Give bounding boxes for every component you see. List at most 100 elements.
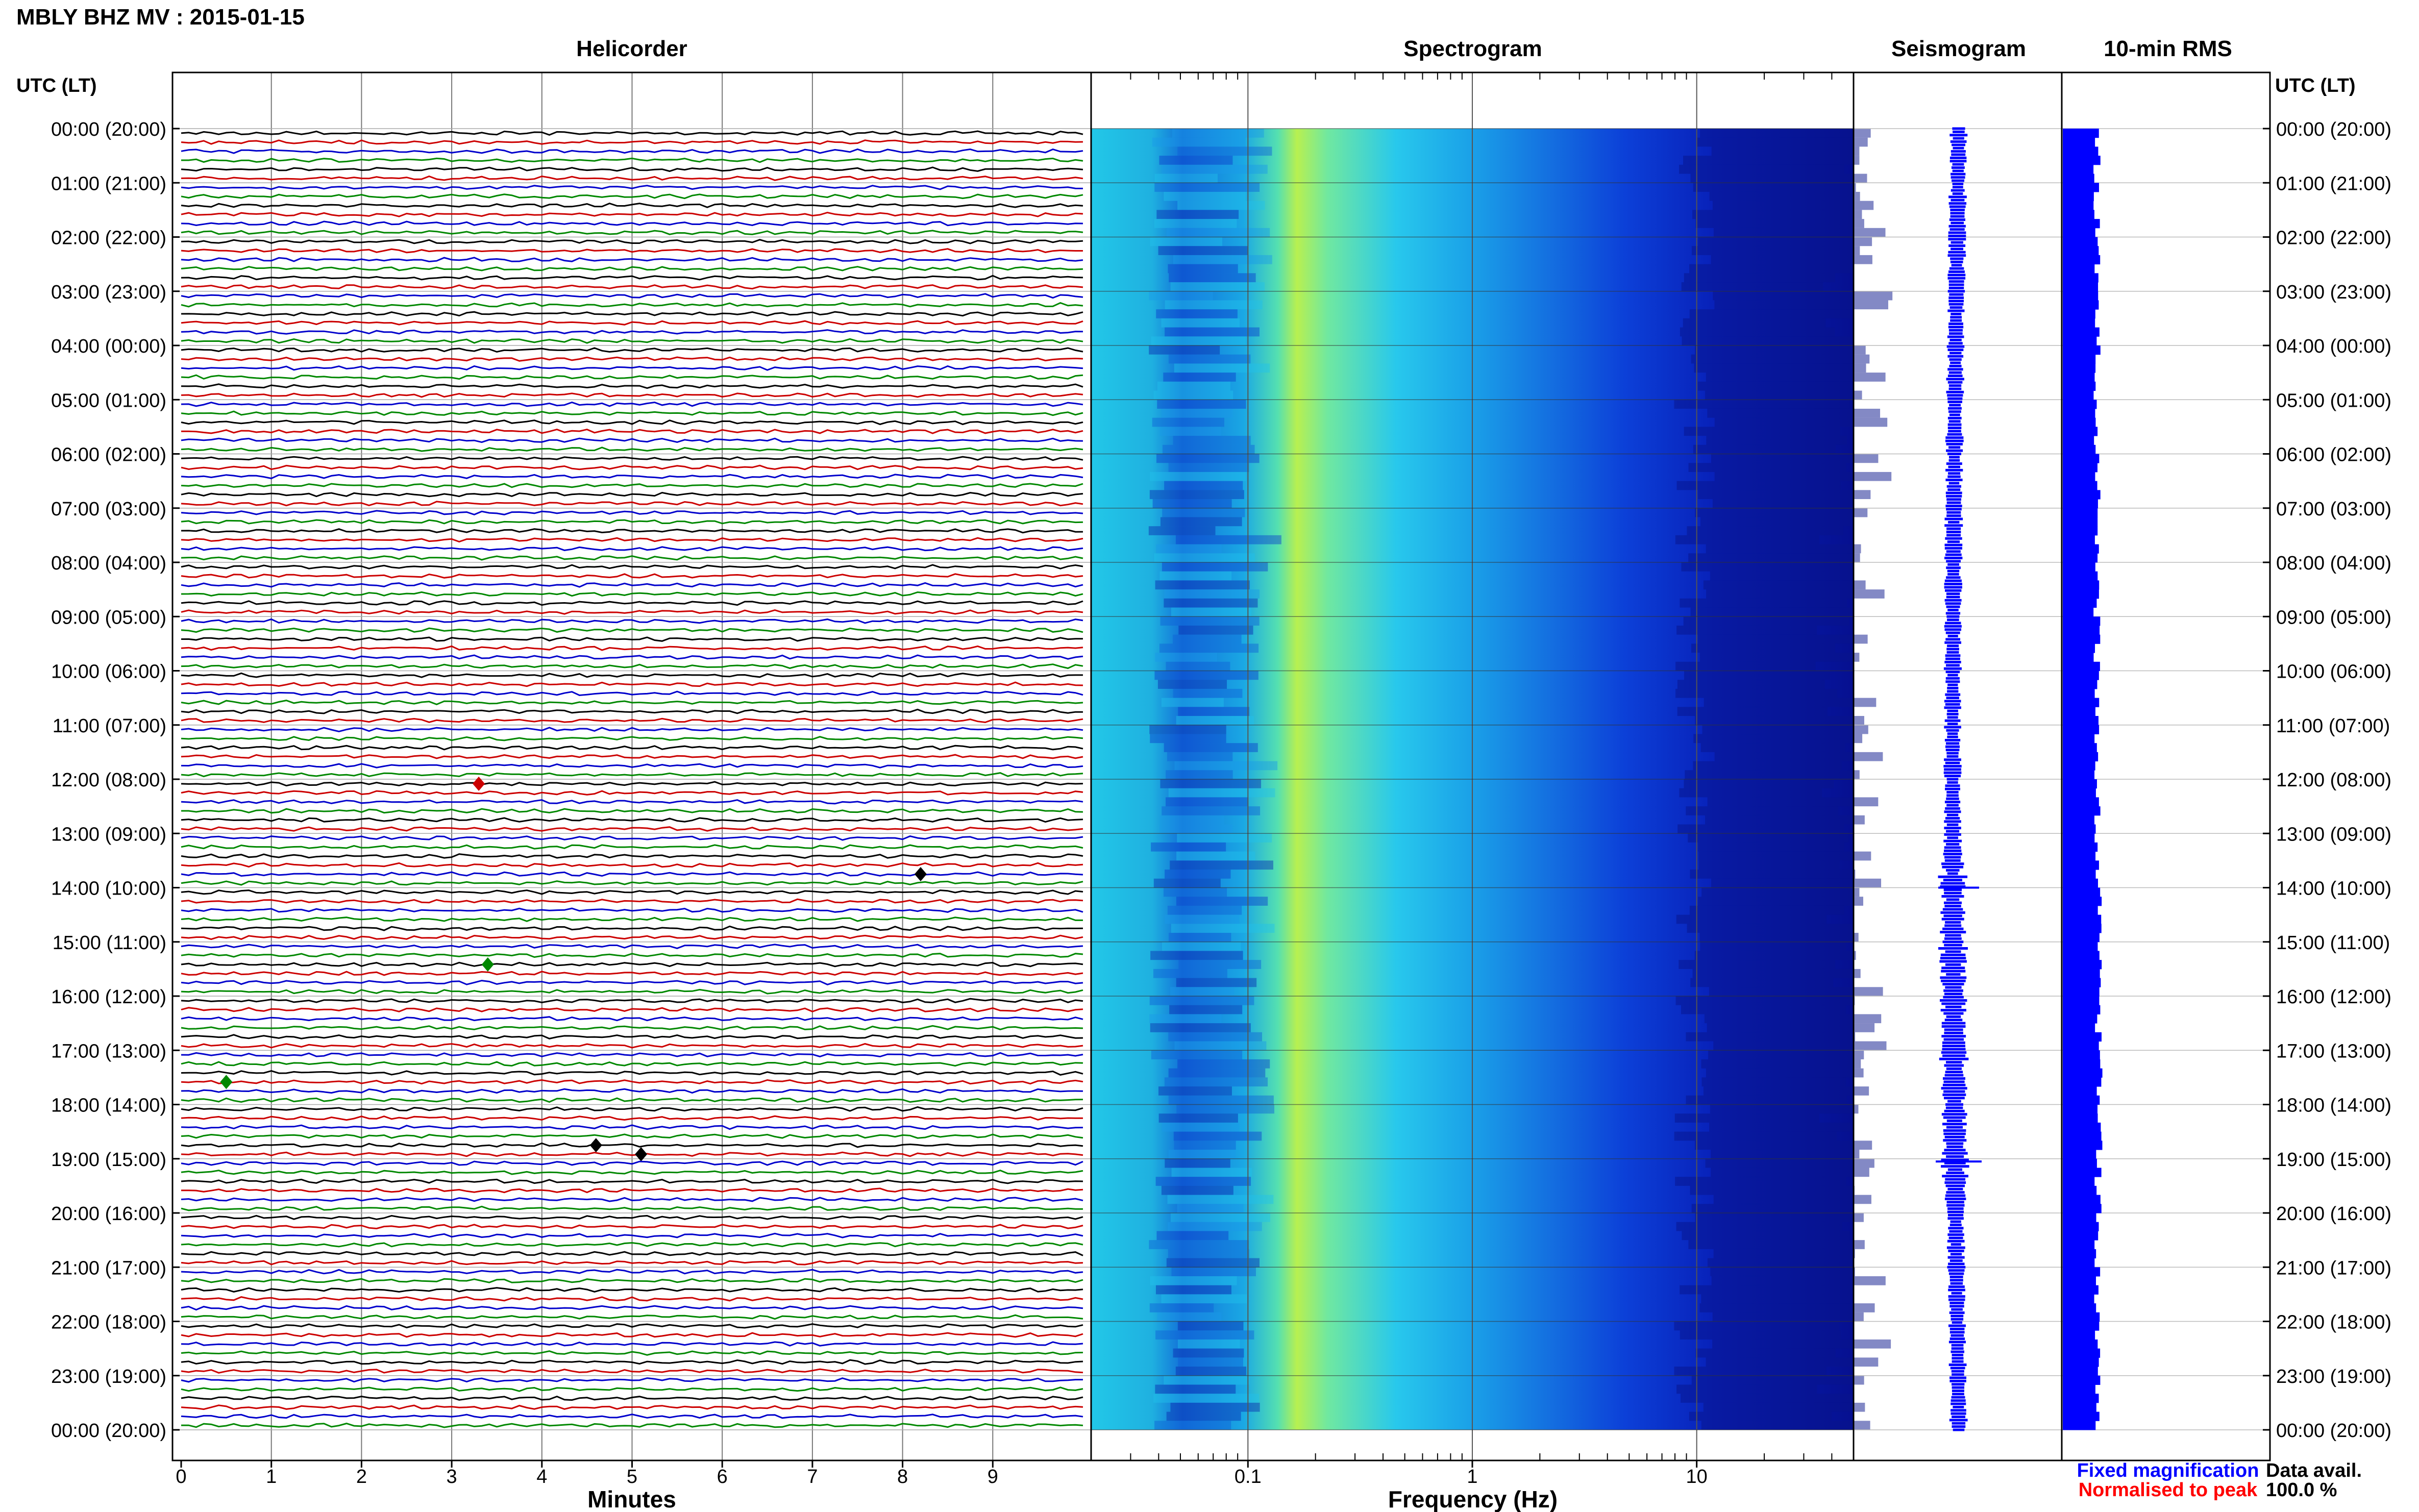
- spectrogram-row-patch: [1700, 517, 1852, 527]
- spectrogram-row-patch: [1707, 1258, 1853, 1268]
- time-tick-label: 15:00 (11:00): [53, 932, 166, 954]
- spectrogram-row-patch: [1168, 1095, 1274, 1105]
- spectrogram-row-patch: [1165, 914, 1240, 924]
- spectrogram-row-patch: [1151, 842, 1226, 852]
- spectrogram-row-patch: [1681, 562, 1853, 572]
- spectrogram-row-patch: [1165, 870, 1231, 879]
- spectrogram-row-patch: [1684, 671, 1830, 680]
- spectrogram-row-patch: [1676, 1222, 1842, 1231]
- spectrogram-row-patch: [1708, 1050, 1864, 1059]
- seismogram-plot: [1854, 127, 2062, 1431]
- spectrogram-row-patch: [1713, 228, 1886, 237]
- time-tick-label: 17:00 (13:00): [2276, 1040, 2391, 1062]
- spectrogram-row-patch: [1155, 580, 1250, 590]
- spectrogram-row-patch: [1162, 164, 1268, 174]
- helicorder-trace: [181, 501, 1083, 507]
- spectrogram-row-patch: [1674, 400, 1850, 409]
- spectrogram-row-patch: [1706, 589, 1885, 599]
- helicorder-trace: [181, 1287, 1083, 1293]
- spectrogram-row-patch: [1170, 1213, 1270, 1222]
- seismic-event-marker: [473, 776, 485, 791]
- helicorder-trace: [181, 727, 1083, 732]
- helicorder-trace: [181, 1205, 1083, 1211]
- spectrogram-row-patch: [1164, 1077, 1268, 1087]
- rms-bar: [2063, 228, 2095, 237]
- spectrogram-row-patch: [1706, 436, 1847, 445]
- helicorder-trace: [181, 293, 1083, 299]
- helicorder-trace: [181, 1124, 1083, 1130]
- rms-bar: [2063, 978, 2101, 987]
- spectrogram-row-patch: [1689, 309, 1850, 318]
- helicorder-trace: [181, 429, 1083, 434]
- rms-bar: [2063, 246, 2099, 256]
- spectrogram-row-patch: [1710, 1267, 1855, 1276]
- rms-bar: [2063, 517, 2098, 527]
- spectrogram-row-patch: [1688, 553, 1860, 562]
- helicorder-trace: [181, 745, 1083, 751]
- rms-bar: [2063, 508, 2098, 517]
- rms-bar: [2063, 1249, 2096, 1259]
- spectrogram-row-patch: [1714, 752, 1883, 761]
- spectrogram-row-patch: [1155, 1285, 1231, 1295]
- spectrogram-row-patch: [1702, 725, 1868, 734]
- spectrogram-row-patch: [1693, 734, 1863, 743]
- time-tick-label: 19:00 (15:00): [2276, 1149, 2391, 1171]
- helicorder-trace: [181, 754, 1083, 759]
- helicorder-trace: [181, 266, 1083, 271]
- spectrogram-row-patch: [1679, 788, 1822, 798]
- rms-bar: [2063, 680, 2097, 689]
- spectrogram-row-patch: [1161, 698, 1224, 707]
- spectrogram-row-patch: [1167, 752, 1233, 761]
- seismic-event-marker: [635, 1147, 648, 1161]
- helicorder-trace: [181, 1151, 1083, 1157]
- rms-bar: [2063, 336, 2097, 346]
- spectrogram-row-patch: [1164, 598, 1258, 608]
- spectrogram-row-patch: [1675, 688, 1838, 698]
- spectrogram-row-patch: [1149, 490, 1244, 500]
- rms-bar: [2063, 1294, 2094, 1304]
- spectrogram-row-patch: [1686, 1095, 1847, 1105]
- time-tick-label: 16:00 (12:00): [2276, 986, 2391, 1008]
- helicorder-trace: [181, 961, 1083, 968]
- spectrogram-row-patch: [1685, 770, 1860, 779]
- helicorder-trace: [181, 1142, 1083, 1148]
- helicorder-trace: [181, 898, 1083, 904]
- chart-title: MBLY BHZ MV : 2015-01-15: [16, 5, 305, 30]
- spectrogram-row-patch: [1686, 1032, 1856, 1042]
- spectrogram-row-patch: [1696, 137, 1868, 147]
- rms-bar: [2063, 291, 2099, 301]
- spectrogram-row-patch: [1164, 743, 1258, 752]
- helicorder-trace: [181, 736, 1083, 741]
- rms-bar: [2063, 1285, 2099, 1295]
- spectrogram-row-patch: [1690, 607, 1850, 617]
- helicorder-trace: [181, 320, 1083, 326]
- spectrogram-row-patch: [1706, 1357, 1879, 1367]
- rms-bar: [2063, 1005, 2101, 1014]
- helicorder-trace: [181, 654, 1083, 660]
- helicorder-trace: [181, 582, 1083, 588]
- spectrogram-row-patch: [1695, 345, 1866, 355]
- minute-tick-label: 2: [356, 1466, 367, 1488]
- helicorder-trace: [181, 528, 1083, 534]
- helicorder-trace: [181, 1350, 1083, 1356]
- spectrogram-row-patch: [1713, 291, 1893, 301]
- spectrogram-row-patch: [1693, 183, 1856, 192]
- rms-bar: [2063, 941, 2098, 951]
- helicorder-trace: [181, 1106, 1083, 1112]
- rms-bar: [2063, 1185, 2097, 1196]
- rms-bar: [2063, 1014, 2097, 1024]
- time-tick-label: 14:00 (10:00): [51, 878, 166, 900]
- seismic-event-marker: [589, 1138, 602, 1153]
- spectrogram-row-patch: [1162, 444, 1255, 454]
- spectrogram-row-patch: [1154, 183, 1260, 192]
- time-tick-label: 20:00 (16:00): [2276, 1203, 2391, 1225]
- rms-bar: [2063, 914, 2102, 924]
- left-axis-header: UTC (LT): [16, 75, 97, 96]
- spectrogram-row-patch: [1162, 941, 1241, 951]
- time-tick-label: 21:00 (17:00): [51, 1257, 166, 1279]
- spectrogram-row-patch: [1162, 1122, 1240, 1132]
- helicorder-trace: [181, 844, 1083, 850]
- spectrogram-row-patch: [1711, 1276, 1886, 1285]
- helicorder-trace: [181, 1224, 1083, 1230]
- helicorder-trace: [181, 1404, 1083, 1410]
